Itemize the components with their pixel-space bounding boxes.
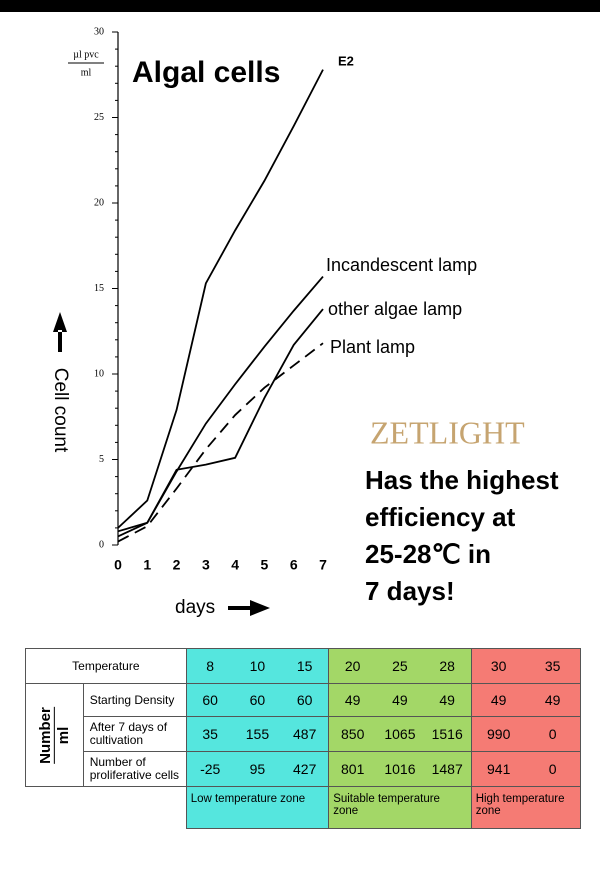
cell-value: 49 <box>525 683 581 717</box>
cell-value: 427 <box>281 751 329 787</box>
row-label: Starting Density <box>82 683 187 717</box>
header-label: Temperature <box>25 648 187 684</box>
cell-value: 95 <box>233 751 282 787</box>
cell-value: 941 <box>470 751 526 787</box>
series-line <box>117 69 324 529</box>
zone-name: Suitable temperature zone <box>328 786 472 829</box>
series-label: other algae lamp <box>328 299 462 319</box>
temperature: 20 <box>328 648 377 684</box>
cell-value: 1016 <box>376 751 424 787</box>
y-arrow <box>53 312 67 352</box>
x-tick-label: 4 <box>231 557 239 573</box>
y-tick-label: 25 <box>94 112 104 123</box>
y-unit-denominator: ml <box>81 67 92 78</box>
series-label: Plant lamp <box>330 337 415 357</box>
temperature: 30 <box>470 648 526 684</box>
x-tick-label: 6 <box>290 557 298 573</box>
zone-name: High temperature zone <box>470 786 581 829</box>
data-table: Temperature 8 10 15 20 25 28 30 35 Number ml Starti… <box>25 648 581 829</box>
series-label: Incandescent lamp <box>326 255 477 275</box>
zone-name: Low temperature zone <box>185 786 329 829</box>
cell-value: 1487 <box>423 751 472 787</box>
series-line <box>117 342 324 543</box>
x-tick-label: 7 <box>319 557 327 573</box>
cell-value: 0 <box>525 716 581 752</box>
cell-value: -25 <box>185 751 234 787</box>
top-bar <box>0 0 600 12</box>
brand: ZETLIGHT <box>370 414 525 450</box>
cell-value: 1516 <box>423 716 472 752</box>
x-tick-label: 5 <box>261 557 269 573</box>
y-axis-label: Cell count <box>50 368 71 453</box>
temperature: 35 <box>525 648 581 684</box>
headline: 25-28℃ in <box>365 539 491 569</box>
cell-value: 60 <box>185 683 234 717</box>
series-line <box>117 308 324 538</box>
zone-row: Low temperature zone Suitable temperature… <box>26 786 581 829</box>
series-label: E2 <box>338 53 354 68</box>
y-tick-label: 0 <box>99 539 104 550</box>
cell-value: 49 <box>423 683 472 717</box>
cell-value: 60 <box>281 683 329 717</box>
row-label: Number of proliferative cells <box>82 751 187 787</box>
y-tick-label: 20 <box>94 197 104 208</box>
group-label: Number ml <box>25 683 84 787</box>
header-row: Temperature 8 10 15 20 25 28 30 35 <box>25 648 581 684</box>
group-numerator: Number <box>36 706 55 764</box>
temperature: 8 <box>185 648 234 684</box>
x-axis-label: days <box>175 597 215 618</box>
x-tick-label: 3 <box>202 557 210 573</box>
temperature: 28 <box>423 648 472 684</box>
x-arrow <box>228 600 270 616</box>
cell-value: 801 <box>328 751 377 787</box>
cell-value: 35 <box>185 716 234 752</box>
chart-title: Algal cells <box>132 56 280 89</box>
x-tick-label: 1 <box>143 557 151 573</box>
temperature: 15 <box>281 648 329 684</box>
y-tick-label: 30 <box>94 26 104 37</box>
headline: Has the highest <box>365 465 559 495</box>
cell-value: 60 <box>233 683 282 717</box>
chart: Algal cells µl pvc ml Cell count days ZE… <box>0 0 600 618</box>
x-tick-label: 0 <box>114 557 122 573</box>
cell-value: 155 <box>233 716 282 752</box>
data-row: Number ml Starting Density 60 60 60 49 49 49 49 49 <box>25 683 581 787</box>
cell-value: 1065 <box>376 716 424 752</box>
data-row: After 7 days of cultivation 35 155 487 850 10… <box>26 716 581 752</box>
y-tick-label: 15 <box>94 283 104 294</box>
data-row: Number of proliferative cells -25 95 427 801… <box>26 751 581 787</box>
headline: efficiency at <box>365 502 516 532</box>
y-tick-label: 10 <box>94 368 104 379</box>
y-unit-numerator: µl pvc <box>73 49 99 60</box>
y-tick-label: 5 <box>99 454 104 465</box>
cell-value: 850 <box>328 716 377 752</box>
group-denominator: ml <box>54 726 72 744</box>
temperature: 25 <box>376 648 424 684</box>
cell-value: 49 <box>328 683 377 717</box>
row-label: After 7 days of cultivation <box>82 716 187 752</box>
blank <box>26 787 187 829</box>
cell-value: 0 <box>525 751 581 787</box>
group-label-text: Number ml <box>36 706 72 764</box>
cell-value: 990 <box>470 716 526 752</box>
x-tick-label: 2 <box>173 557 181 573</box>
cell-value: 49 <box>376 683 424 717</box>
headline: 7 days! <box>365 576 455 606</box>
temperature: 10 <box>233 648 282 684</box>
cell-value: 49 <box>470 683 526 717</box>
cell-value: 487 <box>281 716 329 752</box>
